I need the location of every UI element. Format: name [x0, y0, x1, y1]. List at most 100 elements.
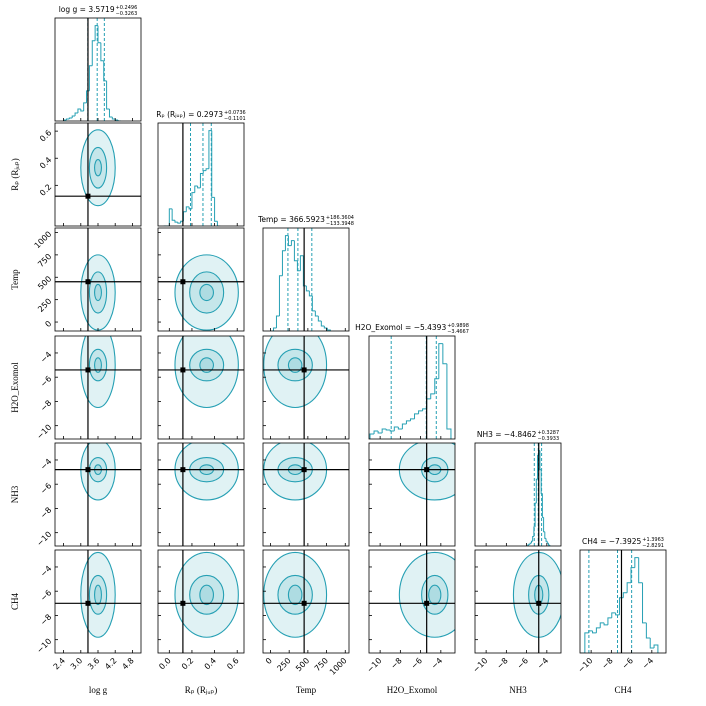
histogram-step: [634, 557, 639, 568]
histogram-step: [544, 531, 547, 539]
histogram-step: [214, 197, 218, 222]
histogram-step: [381, 428, 387, 433]
histogram-step: [174, 220, 178, 223]
histogram-step: [216, 221, 221, 226]
contour: [80, 336, 116, 409]
histogram-step: [397, 426, 403, 430]
x-axis-label: H2O_Exomol: [387, 685, 438, 695]
truth-point: [180, 467, 186, 473]
y-tick-label: −4: [39, 350, 54, 365]
histogram-step: [528, 543, 531, 546]
y-tick-label: −10: [35, 423, 53, 441]
histogram-step: [438, 343, 443, 379]
x-tick-label: −10: [576, 656, 594, 674]
panel: [55, 228, 141, 331]
y-tick-label: 0.2: [38, 182, 53, 197]
histogram-step: [649, 637, 655, 649]
histogram-step: [74, 112, 78, 116]
panel-title: Temp = 366.5923: [257, 215, 325, 224]
histogram-step: [418, 410, 423, 414]
contour: [174, 336, 239, 409]
panel: [158, 228, 244, 331]
y-tick-label: −8: [39, 505, 54, 520]
histogram-step: [305, 285, 310, 292]
histogram-step: [326, 327, 331, 331]
histogram-step: [446, 363, 452, 439]
contour: [94, 584, 102, 606]
contour: [88, 574, 108, 615]
panel-frame: [262, 335, 350, 440]
y-axis-label: NH3: [10, 485, 20, 503]
histogram-step: [88, 65, 93, 91]
histogram-step: [299, 255, 304, 271]
x-axis-label: Rₚ (Rⱼᵤₚ): [185, 685, 217, 695]
histogram-step: [302, 255, 307, 287]
histogram-step: [547, 543, 550, 546]
histogram-step: [287, 235, 292, 247]
histogram-step: [611, 612, 616, 618]
y-tick-label: 500: [36, 274, 53, 291]
panel-title: H2O_Exomol = −5.4393: [355, 323, 446, 332]
contour: [94, 283, 102, 302]
x-tick-label: −4: [430, 656, 445, 671]
histogram-step: [293, 240, 298, 262]
panel-frame: [474, 442, 562, 547]
histogram-step: [422, 408, 427, 411]
histogram-step: [393, 426, 399, 431]
panel: [263, 443, 349, 546]
histogram-step: [211, 130, 215, 198]
histogram-step: [442, 343, 447, 365]
x-tick-label: 4.2: [103, 656, 118, 671]
histogram-step: [642, 582, 647, 624]
title-minus: −0.3933: [537, 436, 559, 442]
histogram-step: [275, 315, 280, 328]
histogram-step: [532, 535, 534, 542]
x-tick-label: 0: [264, 656, 274, 666]
panel: [158, 443, 244, 546]
histogram-step: [615, 612, 620, 616]
title-plus: +0.2496: [116, 5, 138, 11]
truth-point: [424, 600, 430, 606]
y-tick-label: 0: [43, 319, 53, 329]
histogram-step: [599, 622, 605, 628]
y-tick-label: −10: [35, 530, 53, 548]
x-tick-label: 1000: [328, 656, 349, 677]
histogram-step: [197, 185, 201, 189]
histogram-step: [71, 115, 76, 118]
panel-title: Rₚ (Rⱼᵤₚ) = 0.2973: [156, 110, 223, 119]
truth-point: [180, 279, 186, 285]
contour: [287, 584, 303, 606]
histogram-step: [414, 413, 419, 419]
y-tick-label: −4: [39, 457, 54, 472]
title-plus: +0.9898: [447, 323, 469, 329]
x-tick-label: −10: [365, 656, 383, 674]
truth-point: [85, 600, 91, 606]
panel: [55, 123, 141, 226]
panel-title: log g = 3.5719: [59, 5, 115, 14]
panel-frame: [157, 549, 245, 654]
panel-frame: [54, 227, 142, 332]
panel: [55, 336, 141, 439]
y-tick-label: 0.4: [38, 155, 53, 170]
histogram-step: [83, 102, 87, 111]
histogram-step: [592, 630, 597, 634]
truth-point: [301, 367, 307, 373]
contour: [80, 551, 116, 638]
panel-frame: [54, 122, 142, 227]
histogram-step: [541, 493, 544, 518]
histogram-step: [529, 542, 532, 545]
x-axis-label: log g: [89, 685, 108, 695]
panel: [369, 336, 452, 439]
x-tick-label: 0.0: [157, 656, 172, 671]
histogram-step: [584, 632, 589, 653]
panel-frame: [368, 335, 456, 440]
x-tick-label: −6: [620, 656, 635, 671]
panel: [526, 443, 551, 546]
y-tick-label: −6: [39, 481, 54, 496]
panel-frame: [368, 549, 456, 654]
contour: [94, 357, 102, 373]
histogram-step: [205, 168, 209, 171]
truth-point: [536, 600, 542, 606]
x-tick-label: 250: [275, 656, 292, 673]
histogram-step: [168, 208, 173, 226]
